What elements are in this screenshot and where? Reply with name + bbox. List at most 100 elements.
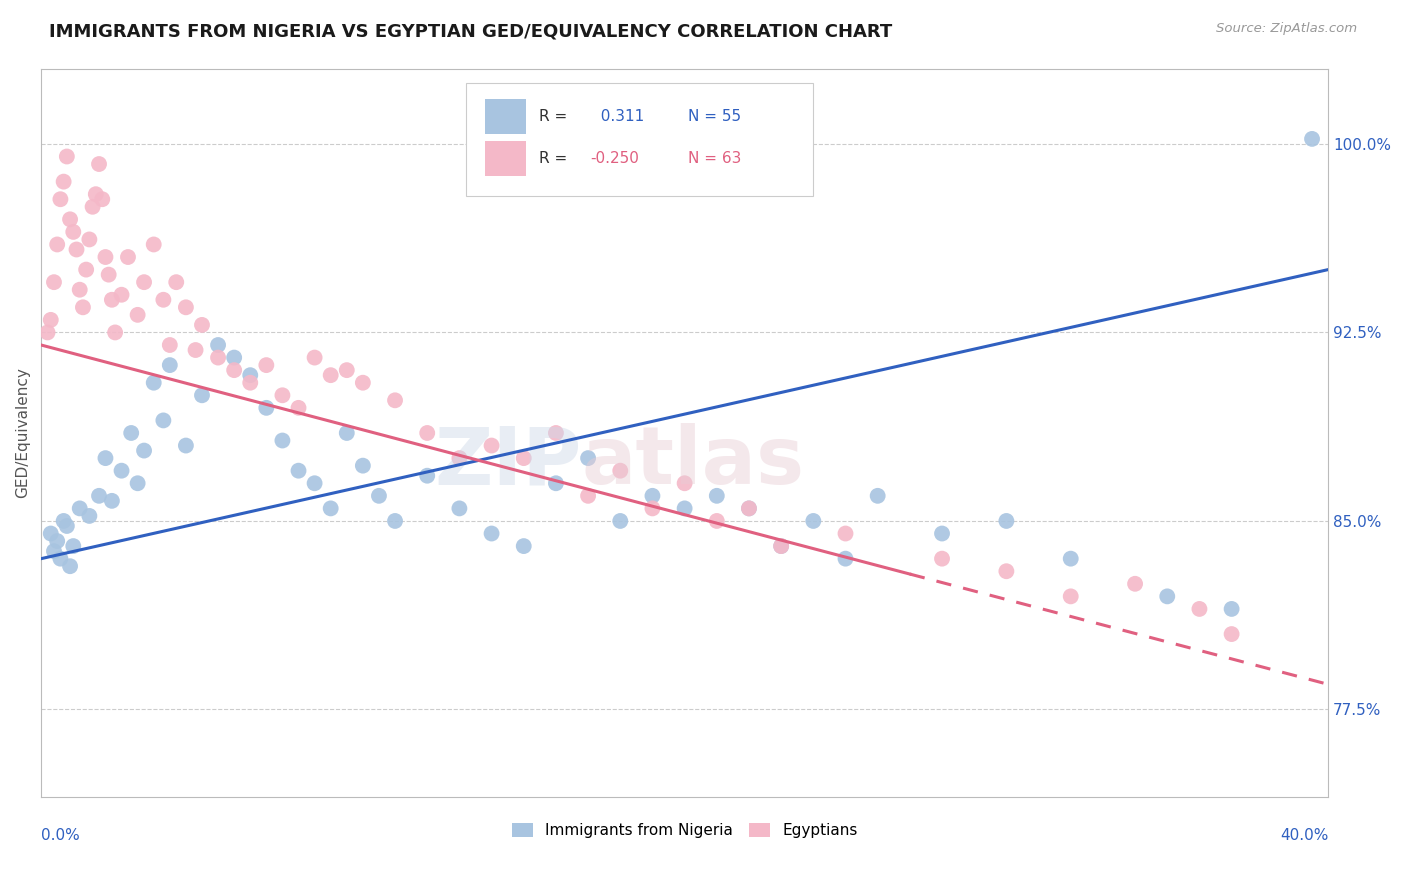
Point bbox=[49, 192, 72, 206]
Point bbox=[39, 526, 62, 541]
Point bbox=[738, 501, 761, 516]
Point bbox=[142, 237, 165, 252]
Point bbox=[673, 501, 696, 516]
Point bbox=[738, 501, 761, 516]
Point bbox=[101, 293, 124, 307]
Point bbox=[94, 451, 117, 466]
Point bbox=[1060, 590, 1083, 604]
Point bbox=[72, 301, 94, 315]
Point bbox=[94, 250, 117, 264]
Point bbox=[368, 489, 391, 503]
Point bbox=[37, 326, 59, 340]
Point bbox=[62, 539, 84, 553]
Point bbox=[287, 464, 309, 478]
Point bbox=[46, 237, 69, 252]
Point bbox=[449, 501, 471, 516]
Text: 40.0%: 40.0% bbox=[1279, 828, 1329, 843]
Point bbox=[56, 519, 79, 533]
Point bbox=[101, 493, 124, 508]
Point bbox=[706, 489, 728, 503]
Point bbox=[995, 514, 1018, 528]
Point bbox=[69, 501, 91, 516]
Point bbox=[120, 425, 142, 440]
Point bbox=[127, 476, 149, 491]
Text: R =: R = bbox=[538, 109, 568, 124]
Point bbox=[609, 464, 631, 478]
Point bbox=[336, 425, 359, 440]
Point bbox=[239, 368, 262, 383]
Point bbox=[75, 262, 97, 277]
Point bbox=[673, 476, 696, 491]
Point bbox=[866, 489, 889, 503]
Point bbox=[159, 338, 181, 352]
Point bbox=[481, 526, 503, 541]
Text: 0.0%: 0.0% bbox=[41, 828, 80, 843]
Point bbox=[82, 200, 104, 214]
Point bbox=[352, 458, 374, 473]
Point bbox=[39, 313, 62, 327]
Point bbox=[304, 476, 326, 491]
Point bbox=[52, 175, 75, 189]
Point bbox=[770, 539, 793, 553]
Point bbox=[770, 539, 793, 553]
Point bbox=[84, 187, 107, 202]
Point bbox=[544, 476, 567, 491]
Point bbox=[931, 551, 953, 566]
Text: Source: ZipAtlas.com: Source: ZipAtlas.com bbox=[1216, 22, 1357, 36]
Text: IMMIGRANTS FROM NIGERIA VS EGYPTIAN GED/EQUIVALENCY CORRELATION CHART: IMMIGRANTS FROM NIGERIA VS EGYPTIAN GED/… bbox=[49, 22, 893, 40]
Point bbox=[184, 343, 207, 357]
Point bbox=[46, 534, 69, 549]
Text: ZIP: ZIP bbox=[434, 423, 582, 501]
Text: -0.250: -0.250 bbox=[591, 152, 640, 167]
Point bbox=[1060, 551, 1083, 566]
FancyBboxPatch shape bbox=[465, 83, 813, 196]
Point bbox=[97, 268, 120, 282]
Point bbox=[287, 401, 309, 415]
Point bbox=[159, 358, 181, 372]
Point bbox=[52, 514, 75, 528]
Point bbox=[1301, 132, 1323, 146]
Point bbox=[271, 434, 294, 448]
Point bbox=[336, 363, 359, 377]
Point bbox=[834, 551, 856, 566]
Point bbox=[384, 514, 406, 528]
Point bbox=[110, 464, 132, 478]
Point bbox=[79, 508, 101, 523]
Point bbox=[142, 376, 165, 390]
Point bbox=[641, 501, 664, 516]
Point bbox=[416, 425, 439, 440]
Point bbox=[127, 308, 149, 322]
Point bbox=[62, 225, 84, 239]
Point bbox=[416, 468, 439, 483]
Point bbox=[87, 489, 110, 503]
Point bbox=[481, 438, 503, 452]
Text: N = 63: N = 63 bbox=[689, 152, 742, 167]
Point bbox=[207, 338, 229, 352]
Point bbox=[319, 368, 342, 383]
Point bbox=[42, 275, 65, 289]
Legend: Immigrants from Nigeria, Egyptians: Immigrants from Nigeria, Egyptians bbox=[506, 817, 863, 845]
Point bbox=[513, 539, 536, 553]
FancyBboxPatch shape bbox=[485, 99, 526, 134]
Point bbox=[59, 212, 82, 227]
Point bbox=[931, 526, 953, 541]
Point bbox=[319, 501, 342, 516]
Point bbox=[271, 388, 294, 402]
Point bbox=[49, 551, 72, 566]
Point bbox=[254, 401, 277, 415]
Point bbox=[576, 489, 599, 503]
Point bbox=[995, 564, 1018, 578]
Y-axis label: GED/Equivalency: GED/Equivalency bbox=[15, 368, 30, 499]
Text: N = 55: N = 55 bbox=[689, 109, 741, 124]
Text: R =: R = bbox=[538, 152, 568, 167]
Point bbox=[56, 149, 79, 163]
Point bbox=[79, 232, 101, 246]
Point bbox=[91, 192, 114, 206]
Point bbox=[352, 376, 374, 390]
Point bbox=[191, 388, 214, 402]
Point bbox=[87, 157, 110, 171]
Point bbox=[152, 293, 174, 307]
FancyBboxPatch shape bbox=[485, 142, 526, 177]
Text: atlas: atlas bbox=[582, 423, 804, 501]
Point bbox=[1156, 590, 1178, 604]
